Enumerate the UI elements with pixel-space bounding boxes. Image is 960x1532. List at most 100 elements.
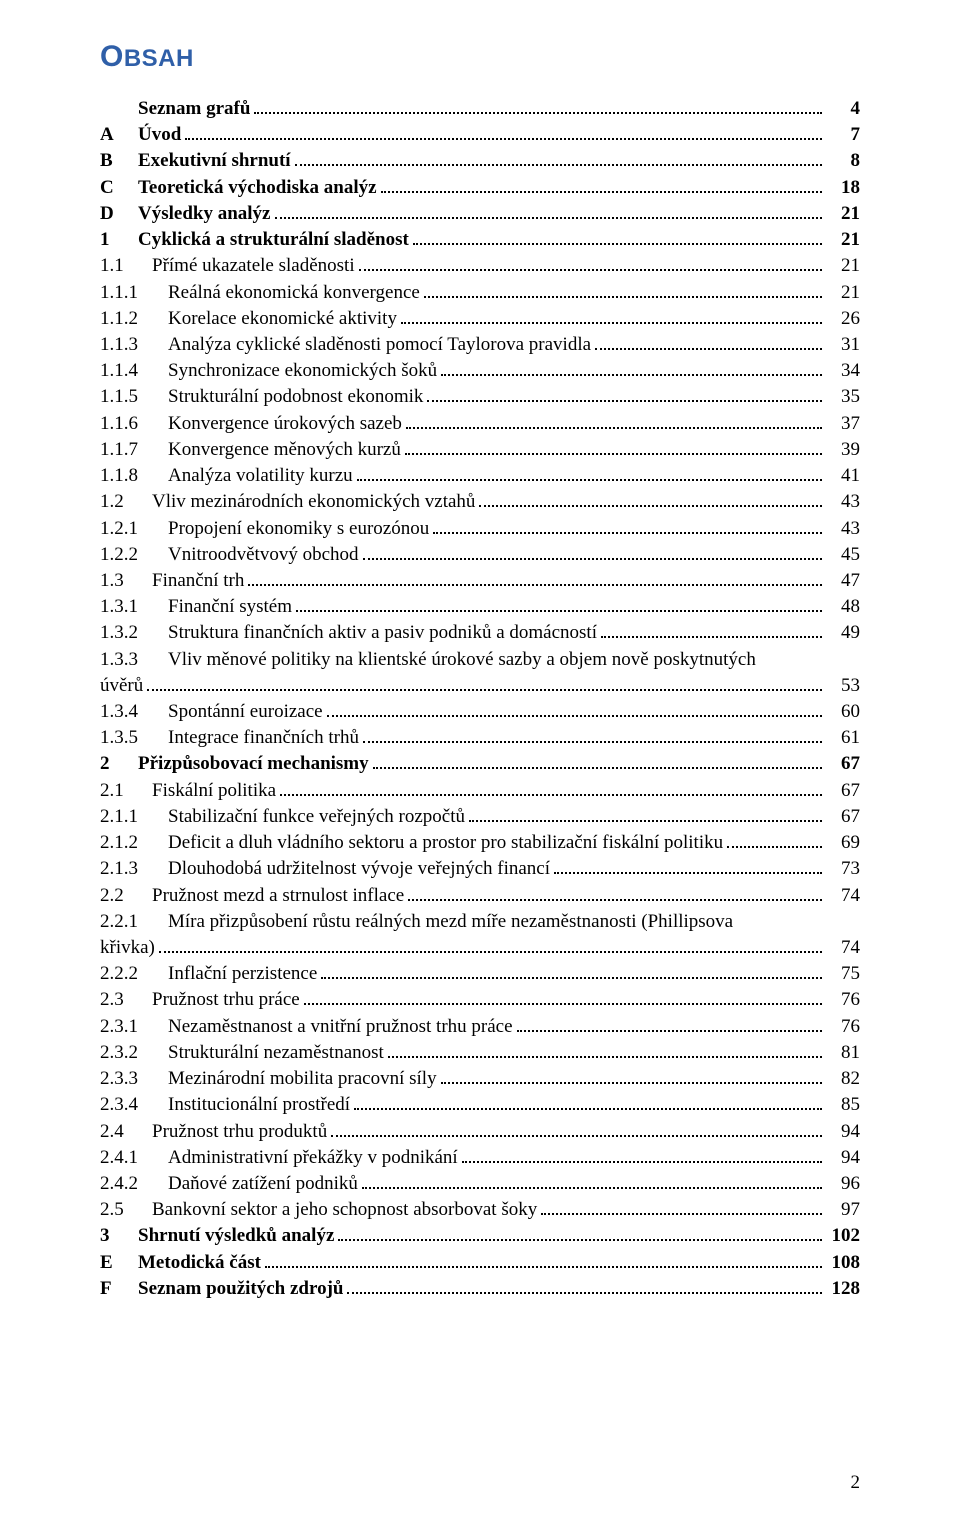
toc-entry-number: 1.3 <box>100 568 152 594</box>
toc-entry-page: 85 <box>826 1092 860 1118</box>
toc-leader <box>469 806 822 822</box>
toc-entry: 2.4.1Administrativní překážky v podnikán… <box>100 1145 860 1171</box>
toc-entry-label-wrap: úvěrů <box>100 673 143 699</box>
toc-entry-page: 37 <box>826 411 860 437</box>
toc-entry: 1.1.6Konvergence úrokových sazeb37 <box>100 411 860 437</box>
toc-entry: 1.1.8Analýza volatility kurzu41 <box>100 463 860 489</box>
toc-entry-number: 2.4.1 <box>100 1145 168 1171</box>
toc-entry: 1.3.4Spontánní euroizace60 <box>100 699 860 725</box>
toc-entry: 2.3.1Nezaměstnanost a vnitřní pružnost t… <box>100 1014 860 1040</box>
toc-entry: DVýsledky analýz21 <box>100 201 860 227</box>
toc-leader <box>413 229 822 245</box>
toc-entry-label: Synchronizace ekonomických šoků <box>168 358 437 384</box>
toc-entry-page: 108 <box>826 1250 860 1276</box>
toc-entry: 2Přizpůsobovací mechanismy67 <box>100 751 860 777</box>
toc-entry-number: 2.4 <box>100 1119 152 1145</box>
toc-entry-label: Seznam použitých zdrojů <box>138 1276 343 1302</box>
toc-leader <box>147 675 822 691</box>
toc-entry: Seznam grafů4 <box>100 96 860 122</box>
toc-entry-number: 1.3.5 <box>100 725 168 751</box>
toc-entry: 1.3Finanční trh47 <box>100 568 860 594</box>
toc-entry-label: Finanční trh <box>152 568 244 594</box>
toc-leader <box>254 98 822 114</box>
toc-entry-label: Mezinárodní mobilita pracovní síly <box>168 1066 437 1092</box>
toc-entry-number: 1.1.8 <box>100 463 168 489</box>
toc-entry-label: Analýza cyklické sladěnosti pomocí Taylo… <box>168 332 591 358</box>
toc-entry-number: 2.5 <box>100 1197 152 1223</box>
toc-entry-number: 2.4.2 <box>100 1171 168 1197</box>
heading-rest: BSAH <box>124 45 194 72</box>
toc-leader <box>185 124 822 140</box>
toc-entry-number: 2 <box>100 751 138 777</box>
toc-entry-label: Struktura finančních aktiv a pasiv podni… <box>168 620 597 646</box>
toc-entry-label: Administrativní překážky v podnikání <box>168 1145 458 1171</box>
toc-entry-label: Nezaměstnanost a vnitřní pružnost trhu p… <box>168 1014 513 1040</box>
toc-entry-number: 1.3.1 <box>100 594 168 620</box>
toc-entry-page: 67 <box>826 778 860 804</box>
toc-entry-page: 4 <box>826 96 860 122</box>
toc-entry-label: Propojení ekonomiky s eurozónou <box>168 516 429 542</box>
toc-entry: 1.2.1Propojení ekonomiky s eurozónou 43 <box>100 516 860 542</box>
toc-entry-page: 96 <box>826 1171 860 1197</box>
toc-entry-label: Pružnost mezd a strnulost inflace <box>152 883 404 909</box>
toc-leader <box>541 1199 822 1215</box>
toc-leader <box>406 412 822 428</box>
toc-heading: OBSAH <box>100 40 860 74</box>
toc-leader <box>159 937 822 953</box>
toc-entry-page: 94 <box>826 1119 860 1145</box>
toc-leader <box>433 517 822 533</box>
toc-entry-label: Dlouhodobá udržitelnost vývoje veřejných… <box>168 856 550 882</box>
toc-entry-number: 1.1 <box>100 253 152 279</box>
toc-entry: 2.1.1Stabilizační funkce veřejných rozpo… <box>100 804 860 830</box>
toc-leader <box>381 176 822 192</box>
toc-entry-number: 1.2 <box>100 489 152 515</box>
toc-entry: 2.2.2Inflační perzistence75 <box>100 961 860 987</box>
toc-entry-label: Cyklická a strukturální sladěnost <box>138 227 409 253</box>
toc-entry-number: 1.3.3 <box>100 647 168 673</box>
toc-entry-label: Deficit a dluh vládního sektoru a prosto… <box>168 830 723 856</box>
toc-entry-label: Finanční systém <box>168 594 292 620</box>
toc-leader <box>275 203 823 219</box>
toc-entry: FSeznam použitých zdrojů128 <box>100 1276 860 1302</box>
toc-entry-number: 1.2.2 <box>100 542 168 568</box>
toc-leader <box>405 439 822 455</box>
toc-entry: 1.1.1Reálná ekonomická konvergence21 <box>100 280 860 306</box>
toc-entry-number: 2.1.3 <box>100 856 168 882</box>
toc-entry-page: 74 <box>826 883 860 909</box>
toc-entry: 2.3.4Institucionální prostředí85 <box>100 1092 860 1118</box>
toc-entry-page: 75 <box>826 961 860 987</box>
toc-entry: 1Cyklická a strukturální sladěnost21 <box>100 227 860 253</box>
toc-leader <box>554 858 822 874</box>
toc-entry-number: 3 <box>100 1223 138 1249</box>
toc-leader <box>441 360 822 376</box>
toc-entry-label: Přímé ukazatele sladěnosti <box>152 253 355 279</box>
toc-entry-number: B <box>100 148 138 174</box>
toc-entry: 1.1.5Strukturální podobnost ekonomik35 <box>100 384 860 410</box>
toc-entry: 2.2Pružnost mezd a strnulost inflace74 <box>100 883 860 909</box>
toc-entry-page: 76 <box>826 987 860 1013</box>
toc-entry-number: C <box>100 175 138 201</box>
toc-leader <box>601 622 822 638</box>
toc-entry: 1.2Vliv mezinárodních ekonomických vztah… <box>100 489 860 515</box>
toc-leader <box>327 701 822 717</box>
toc-leader <box>424 281 822 297</box>
toc-entry-page: 26 <box>826 306 860 332</box>
toc-entry-number: 2.3.1 <box>100 1014 168 1040</box>
toc-entry-number: 1.1.2 <box>100 306 168 332</box>
toc-entry-label-wrap: křivka) <box>100 935 155 961</box>
toc-leader <box>517 1015 822 1031</box>
toc-entry: AÚvod7 <box>100 122 860 148</box>
toc-entry-number: 1.2.1 <box>100 516 168 542</box>
toc-entry-label: Stabilizační funkce veřejných rozpočtů <box>168 804 465 830</box>
toc-entry-number: 2.3.4 <box>100 1092 168 1118</box>
toc-entry: 1.3.2Struktura finančních aktiv a pasiv … <box>100 620 860 646</box>
toc-entry-label: Exekutivní shrnutí <box>138 148 291 174</box>
toc-entry-page: 21 <box>826 227 860 253</box>
toc-entry-label: Korelace ekonomické aktivity <box>168 306 397 332</box>
toc-entry-label: Konvergence úrokových sazeb <box>168 411 402 437</box>
toc-entry-label: Spontánní euroizace <box>168 699 323 725</box>
toc-entry: 1.1.4Synchronizace ekonomických šoků34 <box>100 358 860 384</box>
toc-entry-page: 43 <box>826 516 860 542</box>
toc-entry: CTeoretická východiska analýz18 <box>100 175 860 201</box>
toc-entry-label: Strukturální podobnost ekonomik <box>168 384 423 410</box>
